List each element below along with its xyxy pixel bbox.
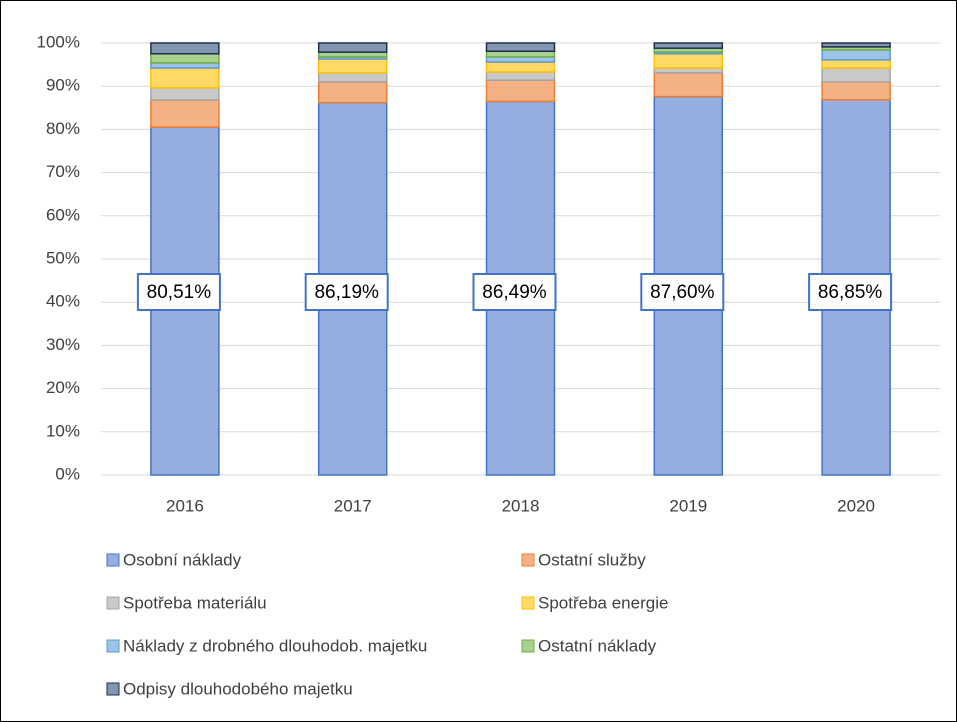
x-tick-label: 2018	[502, 496, 540, 515]
y-tick-label: 70%	[46, 162, 80, 181]
data-label: 87,60%	[650, 282, 715, 303]
legend-swatch	[106, 596, 120, 610]
legend-swatch	[521, 596, 535, 610]
legend-swatch	[106, 639, 120, 653]
bar-segment	[150, 62, 220, 69]
y-tick-label: 60%	[46, 205, 80, 224]
bar-segment	[485, 42, 556, 53]
bar-segment	[821, 49, 891, 61]
bar-segment	[485, 79, 556, 103]
x-tick-label: 2016	[166, 496, 204, 515]
bar-segment	[485, 50, 556, 58]
y-tick-label: 90%	[46, 76, 80, 95]
legend-label: Náklady z drobného dlouhodob. majetku	[123, 636, 427, 655]
data-label: 86,19%	[314, 282, 379, 303]
bar-segment	[821, 67, 891, 83]
bar-segment	[150, 42, 220, 55]
legend-label: Osobní náklady	[123, 550, 242, 569]
bar-segment	[150, 87, 220, 101]
data-label-box	[304, 273, 389, 311]
legend-swatch	[521, 639, 535, 653]
data-label-box	[136, 273, 221, 311]
data-label: 86,49%	[482, 282, 547, 303]
y-tick-label: 10%	[46, 421, 80, 440]
bar-segment	[317, 42, 388, 53]
data-label-box	[808, 273, 893, 311]
legend-label: Ostatní služby	[538, 550, 646, 569]
bar-segment	[150, 99, 220, 128]
legend-label: Odpisy dlouhodobého majetku	[123, 679, 353, 698]
data-label-box	[640, 273, 725, 311]
y-tick-label: 30%	[46, 335, 80, 354]
legend-swatch	[106, 682, 120, 696]
bar-segment	[317, 72, 388, 83]
bar-segment	[150, 53, 220, 64]
bar-segment	[821, 42, 891, 48]
bar-segment	[150, 67, 220, 89]
bar-segment	[653, 72, 724, 98]
bar-segment	[821, 59, 891, 69]
bar-segment	[485, 56, 556, 63]
bar-segment	[653, 42, 724, 49]
x-tick-label: 2019	[669, 496, 707, 515]
bar-segment	[653, 53, 724, 69]
legend-label: Ostatní náklady	[538, 636, 657, 655]
y-tick-label: 50%	[46, 248, 80, 267]
y-tick-label: 40%	[46, 292, 80, 311]
data-label: 86,85%	[818, 282, 883, 303]
bar-segment	[485, 61, 556, 73]
bar-segment	[821, 81, 891, 101]
legend-label: Spotřeba materiálu	[123, 593, 267, 612]
bar-segment	[317, 58, 388, 74]
y-tick-label: 80%	[46, 119, 80, 138]
bar-segment	[485, 71, 556, 81]
y-tick-label: 0%	[55, 464, 80, 483]
y-tick-label: 100%	[37, 32, 80, 51]
x-tick-label: 2020	[837, 496, 875, 515]
legend-swatch	[106, 553, 120, 567]
legend-swatch	[521, 553, 535, 567]
data-label-box	[472, 273, 557, 311]
bar-segment	[317, 81, 388, 104]
x-tick-label: 2017	[334, 496, 372, 515]
y-tick-label: 20%	[46, 378, 80, 397]
legend-label: Spotřeba energie	[538, 593, 668, 612]
data-label: 80,51%	[147, 282, 212, 303]
